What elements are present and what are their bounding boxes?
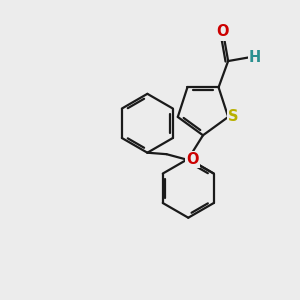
Text: O: O	[216, 25, 229, 40]
Text: H: H	[249, 50, 261, 65]
Text: S: S	[228, 110, 239, 124]
Text: O: O	[186, 152, 198, 167]
